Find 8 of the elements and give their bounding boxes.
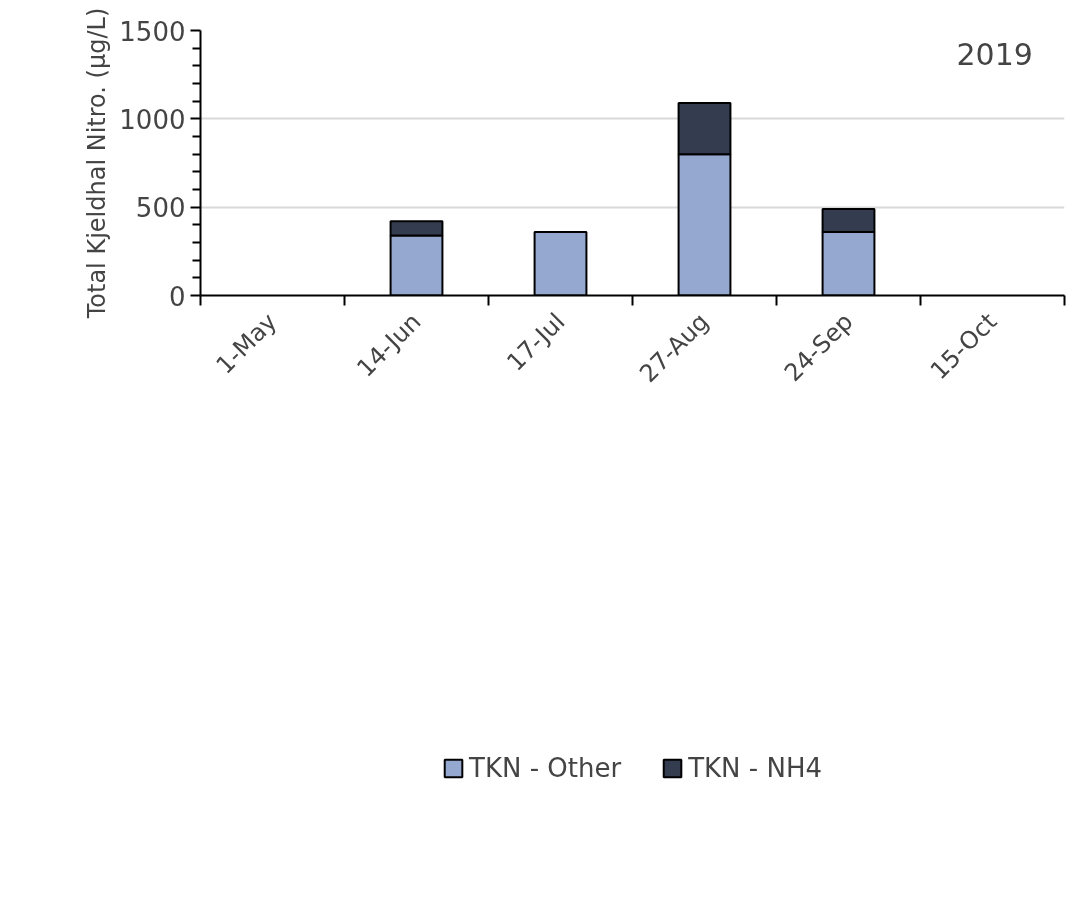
y-tick-label: 1000	[119, 104, 186, 135]
y-tick-label: 1500	[119, 16, 186, 47]
legend-label: TKN - Other	[469, 752, 622, 783]
legend-label: TKN - NH4	[688, 752, 822, 783]
y-tick-label: 0	[168, 281, 186, 312]
y-axis-title: Total Kjeldhal Nitro. (µg/L)	[83, 7, 112, 320]
annotation: 2019	[956, 36, 1033, 72]
y-tick-label: 500	[135, 193, 186, 224]
